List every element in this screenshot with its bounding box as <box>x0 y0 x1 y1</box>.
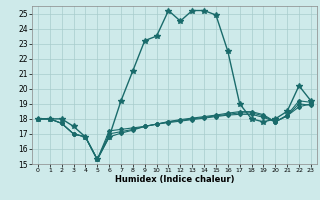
X-axis label: Humidex (Indice chaleur): Humidex (Indice chaleur) <box>115 175 234 184</box>
